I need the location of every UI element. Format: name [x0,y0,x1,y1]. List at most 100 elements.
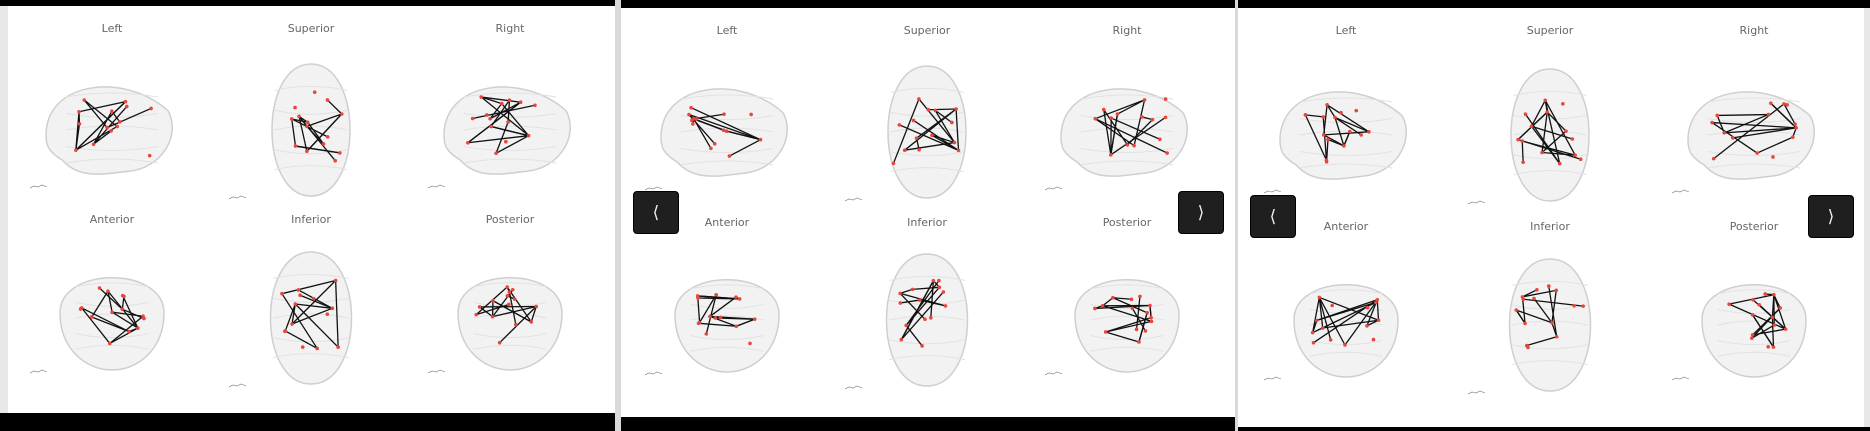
connectivity-edge [709,296,737,317]
connectivity-edge [111,311,139,329]
scale-mark [844,196,863,204]
region-node [902,148,907,152]
connectivity-edge [93,130,112,145]
region-node [1163,115,1168,120]
region-node [1093,116,1098,121]
brain-texture [463,158,557,164]
brain-texture [690,335,764,341]
region-node [466,140,470,145]
region-node [339,112,344,116]
region-node [105,125,109,130]
prev-button[interactable]: ⟨ [1250,195,1296,238]
brain-image [1074,279,1180,373]
region-node [898,291,902,296]
region-node [1778,306,1782,310]
connectivity-edge [91,290,109,318]
brain-view-posterior: Posterior [1654,0,1854,431]
region-node [120,307,125,311]
connectivity-edge [690,107,761,141]
region-node [1129,297,1134,302]
region-node [897,123,902,127]
brain-view-right: Right [1654,0,1854,431]
connectivity-edge [930,280,935,318]
connectivity-edge [530,306,537,323]
connectivity-edge [1724,127,1797,134]
region-node [470,116,475,121]
region-node [141,314,145,319]
brain-outline [1279,91,1407,180]
region-node [752,317,757,321]
region-node [1750,313,1755,317]
brain-view-posterior: Posterior [410,0,610,431]
brain-view-posterior: Posterior [1027,0,1227,431]
region-node [1766,112,1771,117]
region-node [1315,318,1319,323]
connectivity-edge [1102,305,1152,322]
region-node [898,301,903,305]
connectivity-edge [736,318,755,327]
connectivity-edge [928,108,957,111]
region-node [494,151,498,156]
view-label: Superior [903,24,951,37]
prev-button[interactable]: ⟨ [633,191,679,234]
chevron-left-icon: ⟨ [652,202,660,223]
connectivity-edge [1521,296,1526,324]
region-node [489,124,493,129]
region-node [1749,336,1754,340]
region-node [321,142,326,146]
view-label: Anterior [1323,220,1369,233]
connectivity-edge [467,101,522,144]
connectivity-edge [1334,117,1345,147]
scale-mark [427,183,446,191]
region-node [1715,113,1720,118]
brain-texture [75,282,149,288]
region-node [1137,340,1141,344]
region-node [1550,320,1554,325]
region-node [109,129,113,133]
region-node [507,98,512,102]
region-node [1771,345,1776,349]
connectivity-edge [1326,104,1370,133]
connectivity-edge [1712,121,1797,129]
region-node [1521,297,1526,301]
brain-texture [65,113,159,118]
viewer-panel-2: Left Superior Right Anterior Inferior Posteri… [621,0,1235,431]
region-node [1365,324,1369,328]
brain-texture [680,148,774,153]
view-label: Posterior [485,213,535,226]
region-node [1529,124,1534,129]
connectivity-edge [481,96,502,105]
region-node [526,133,531,138]
connectivity-edge [284,303,296,332]
brain-outline [885,253,969,387]
connectivity-edge [1770,102,1797,129]
connectivity-edge [326,99,343,115]
connectivity-edge [1548,285,1558,337]
brain-texture [1513,154,1587,160]
view-label: Inferior [1530,220,1570,233]
connectivity-edge [1326,104,1336,118]
brain-texture [1309,289,1383,295]
connectivity-edge [1325,139,1329,162]
region-node [704,332,709,336]
connectivity-edge [1110,117,1161,140]
region-node [1333,115,1337,120]
brain-texture [273,313,349,319]
region-node [1711,156,1716,161]
region-node [1769,101,1773,106]
connectivity-edge [1095,99,1145,120]
connectivity-edge [1094,118,1168,154]
region-node [293,302,298,306]
next-button[interactable]: ⟩ [1178,191,1224,234]
brain-texture [65,146,159,151]
next-button[interactable]: ⟩ [1808,195,1854,238]
brain-texture [889,299,965,305]
region-node [1165,151,1169,155]
connectivity-edge [1526,336,1557,347]
brain-texture [1090,346,1164,352]
region-node [534,304,539,309]
connectivity-edge [1318,297,1324,329]
brain-texture [890,167,964,173]
region-node [956,148,961,153]
region-node [533,103,537,108]
